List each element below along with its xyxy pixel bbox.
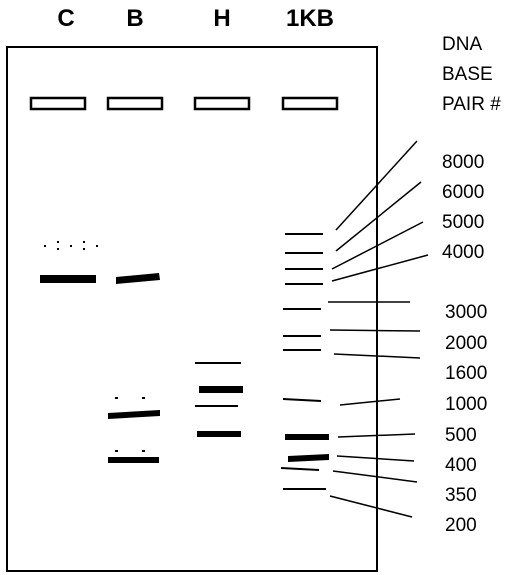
bp-label-350: 350 [445, 485, 477, 506]
ladder-band-1kb-bold-2 [288, 454, 329, 462]
band-h-2 [199, 386, 243, 393]
band-b-2 [108, 410, 160, 419]
well-1kb [281, 96, 339, 111]
bp-label-6000: 6000 [442, 182, 484, 203]
header-dna: DNA [442, 34, 482, 55]
bp-label-400: 400 [445, 455, 477, 476]
bp-label-8000: 8000 [442, 152, 484, 173]
header-pair: PAIR # [442, 94, 501, 115]
lane-label-c: C [57, 5, 74, 32]
lane-label-b: B [126, 5, 143, 32]
well-h [193, 96, 251, 111]
bp-label-200: 200 [445, 515, 477, 536]
band-h-4 [197, 431, 241, 437]
band-b-1 [116, 273, 160, 284]
bp-label-5000: 5000 [442, 212, 484, 233]
header-base: BASE [442, 64, 493, 85]
well-c [29, 96, 87, 111]
faint-band-dots-b-1 [115, 397, 145, 399]
gel-outline [6, 46, 378, 572]
bp-label-500: 500 [445, 425, 477, 446]
lane-label-h: H [213, 5, 230, 32]
bp-label-1600: 1600 [445, 363, 487, 384]
faint-band-dots-c [44, 241, 98, 250]
leader-lines [328, 140, 429, 518]
bp-label-2000: 2000 [445, 333, 487, 354]
faint-band-dots-b-2 [115, 450, 145, 452]
ladder-bands-1kb [280, 233, 326, 490]
well-b [106, 96, 164, 111]
ladder-band-1kb-bold-1 [285, 434, 329, 440]
lane-label-1kb: 1KB [286, 5, 334, 32]
bp-label-1000: 1000 [445, 394, 487, 415]
bp-label-4000: 4000 [442, 242, 484, 263]
bp-label-3000: 3000 [445, 302, 487, 323]
band-b-3 [108, 457, 159, 463]
band-c-1 [40, 275, 96, 283]
